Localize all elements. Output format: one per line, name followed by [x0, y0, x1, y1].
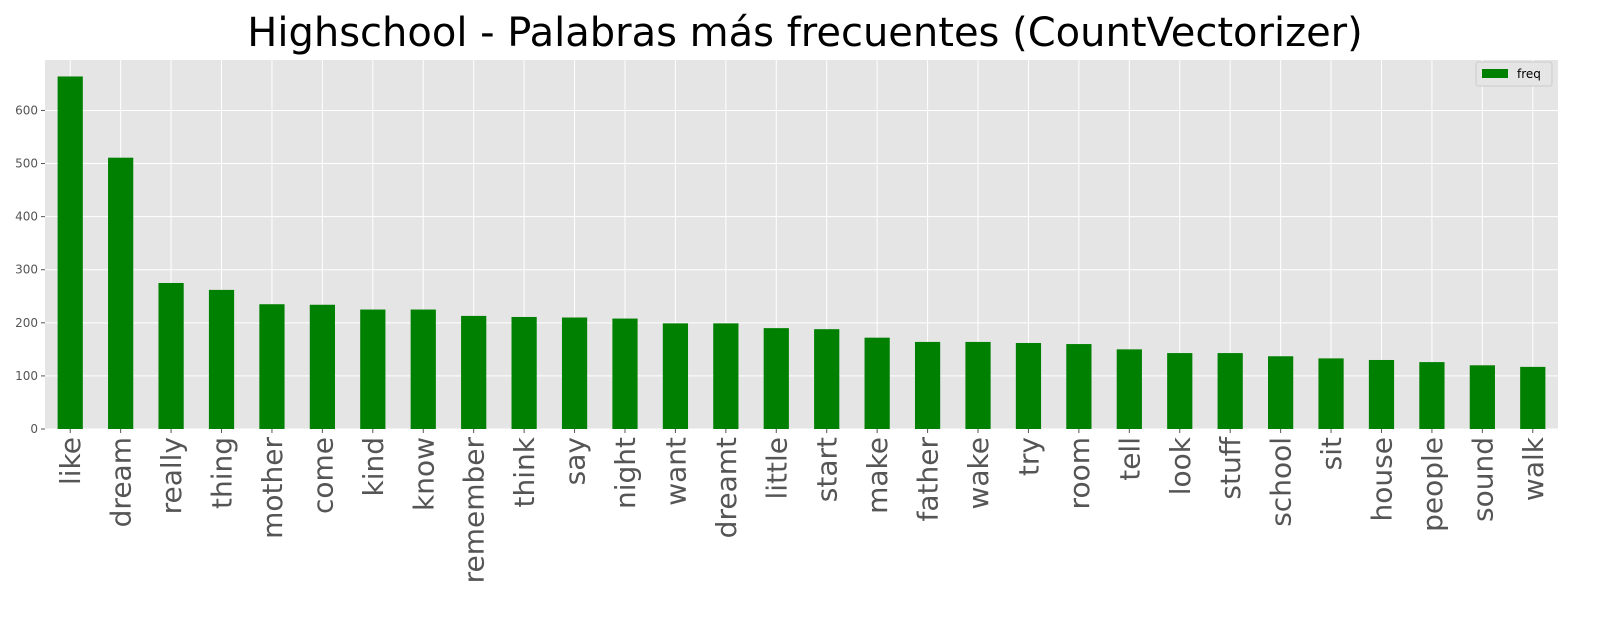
y-tick-label: 600 — [15, 103, 38, 117]
bar-mother — [259, 304, 285, 429]
chart-title: Highschool - Palabras más frecuentes (Co… — [247, 10, 1362, 56]
bar-sit — [1318, 358, 1344, 429]
bar-sound — [1469, 365, 1495, 429]
bar-dream — [108, 157, 134, 430]
x-tick-label: thing — [206, 437, 239, 509]
x-tick-label: know — [407, 437, 440, 511]
x-tick-label: think — [508, 436, 541, 507]
x-axis: like dream really thing mother come kind know re… — [54, 429, 1550, 583]
x-tick-label: make — [861, 437, 894, 514]
bar-think — [511, 316, 537, 429]
x-tick-label: dreamt — [710, 437, 743, 538]
bar-look — [1167, 353, 1193, 429]
bar-walk — [1520, 366, 1546, 429]
bar-want — [662, 323, 689, 429]
bar-really — [158, 282, 184, 429]
bar-stuff — [1217, 353, 1243, 429]
x-tick-label: room — [1063, 437, 1096, 509]
x-tick-label: come — [306, 437, 339, 514]
bar-make — [864, 337, 890, 429]
x-tick-label: sit — [1315, 437, 1348, 470]
x-tick-label: mother — [256, 437, 289, 539]
bar-wake — [965, 341, 991, 429]
bar-room — [1066, 344, 1092, 429]
bar-say — [561, 317, 588, 429]
legend: freq — [1475, 61, 1553, 87]
y-axis: 0 100 200 300 400 500 600 — [15, 103, 45, 436]
x-tick-label: start — [811, 437, 844, 502]
legend-box — [1475, 61, 1553, 87]
bar-remember — [461, 315, 487, 429]
y-tick-label: 400 — [15, 210, 38, 224]
plot-area — [45, 60, 1558, 429]
bar-people — [1419, 362, 1445, 429]
x-tick-label: really — [155, 437, 188, 514]
bar-little — [763, 328, 789, 429]
x-tick-label: like — [54, 437, 87, 485]
x-tick-label: kind — [357, 437, 390, 497]
x-tick-label: walk — [1517, 436, 1550, 501]
bar-school — [1268, 356, 1294, 429]
bar-father — [914, 341, 941, 429]
x-tick-label: stuff — [1214, 436, 1247, 499]
y-tick-label: 0 — [30, 422, 38, 436]
x-tick-label: school — [1265, 437, 1298, 527]
legend-swatch — [1482, 69, 1508, 78]
x-tick-label: want — [659, 437, 692, 506]
x-tick-label: dream — [105, 437, 138, 527]
x-tick-label: people — [1416, 437, 1449, 532]
x-tick-label: look — [1164, 436, 1197, 495]
bar-thing — [208, 289, 235, 429]
bar-like — [57, 76, 83, 430]
bar-come — [309, 304, 335, 429]
bar-dreamt — [713, 323, 739, 429]
x-tick-label: house — [1365, 437, 1398, 521]
x-tick-label: night — [609, 437, 642, 509]
y-tick-label: 200 — [15, 316, 38, 330]
bar-know — [410, 309, 436, 429]
bar-start — [814, 329, 840, 429]
x-tick-label: tell — [1113, 437, 1146, 481]
y-tick-label: 500 — [15, 157, 38, 171]
y-tick-label: 300 — [15, 263, 38, 277]
legend-label: freq — [1517, 67, 1541, 81]
x-tick-label: wake — [962, 437, 995, 510]
y-tick-label: 100 — [15, 369, 38, 383]
bar-try — [1015, 342, 1042, 429]
x-tick-label: sound — [1466, 437, 1499, 522]
x-tick-label: little — [760, 437, 793, 500]
x-tick-label: say — [559, 437, 592, 485]
bar-tell — [1116, 349, 1142, 429]
bar-kind — [360, 309, 386, 429]
x-tick-label: father — [912, 437, 945, 522]
bars — [57, 76, 1546, 430]
bar-house — [1368, 359, 1395, 429]
x-tick-label: try — [1012, 437, 1045, 476]
x-tick-label: remember — [458, 437, 491, 584]
bar-night — [612, 318, 638, 429]
